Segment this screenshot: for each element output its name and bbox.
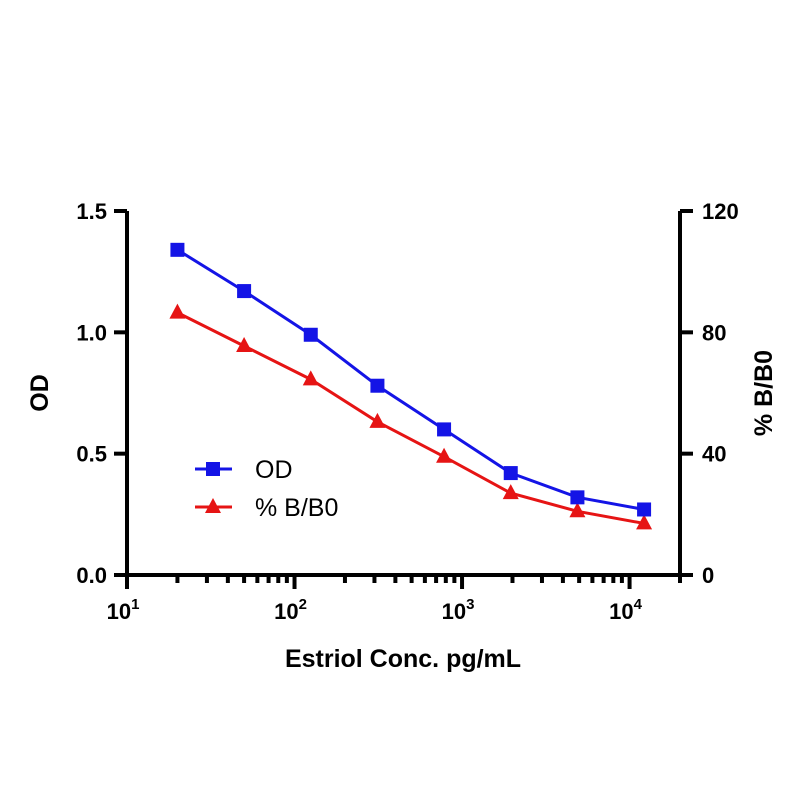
right-y-tick-label: 40 <box>702 442 726 467</box>
b-b0-data-point <box>369 412 386 428</box>
legend-label-b-b0: % B/B0 <box>255 494 338 522</box>
b-b0-data-point <box>636 514 653 530</box>
right-y-axis-title: % B/B0 <box>750 350 778 436</box>
od-series-line <box>176 248 645 511</box>
legend-marker-b-b0 <box>205 498 221 513</box>
od-data-point <box>303 327 318 342</box>
legend-label-od: OD <box>255 456 293 484</box>
series <box>169 242 653 530</box>
x-tick-label: 102 <box>274 596 307 624</box>
b-b0-data-point <box>502 484 519 500</box>
right-y-tick-label: 0 <box>702 563 714 588</box>
od-data-point <box>237 284 252 299</box>
left-y-tick-label: 1.5 <box>76 199 107 224</box>
axes <box>125 211 682 577</box>
b-b0-data-point <box>236 336 253 352</box>
right-y-tick-label: 80 <box>702 320 726 345</box>
od-data-point <box>370 378 385 393</box>
legend: OD % B/B0 <box>195 456 338 522</box>
b-b0-data-point <box>569 502 586 518</box>
b-b0-data-point <box>436 447 453 463</box>
x-axis-title: Estriol Conc. pg/mL <box>285 645 521 673</box>
x-tick-label: 101 <box>107 596 140 624</box>
left-y-tick-label: 0.5 <box>76 442 107 467</box>
legend-marker-od <box>206 462 220 476</box>
x-tick-label: 103 <box>442 596 475 624</box>
od-data-point <box>437 422 452 437</box>
b-b0-series-line <box>176 311 645 525</box>
x-tick-label: 104 <box>609 596 642 624</box>
ticks: 0.0 0.5 1.0 1.5 0 40 80 120 101 102 103 104 <box>76 199 738 624</box>
od-data-point <box>637 502 652 517</box>
left-y-tick-label: 1.0 <box>76 320 107 345</box>
od-data-point <box>570 490 585 505</box>
left-y-axis-title: OD <box>26 374 54 412</box>
left-y-tick-label: 0.0 <box>76 563 107 588</box>
od-data-point <box>170 242 185 257</box>
od-data-point <box>503 466 518 481</box>
right-y-tick-label: 120 <box>702 199 739 224</box>
b-b0-data-point <box>169 303 186 319</box>
b-b0-data-point <box>302 370 319 386</box>
